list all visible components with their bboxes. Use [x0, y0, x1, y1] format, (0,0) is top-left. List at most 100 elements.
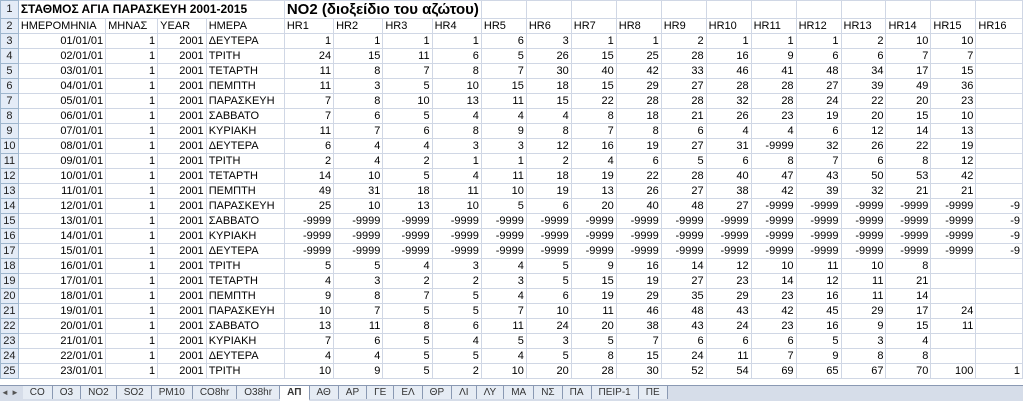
value-cell[interactable]: -9999 [885, 228, 932, 244]
value-cell[interactable]: 1 [105, 303, 159, 319]
value-cell[interactable]: 14 [660, 258, 707, 274]
value-cell[interactable]: 9 [480, 123, 527, 139]
value-cell[interactable]: 29 [840, 303, 887, 319]
value-cell[interactable]: 5 [525, 348, 572, 364]
value-cell[interactable]: 10 [930, 33, 977, 49]
value-cell[interactable]: 32 [840, 183, 887, 199]
value-cell[interactable]: 16 [795, 318, 842, 334]
value-cell[interactable]: 46 [705, 63, 752, 79]
value-cell[interactable]: 1 [705, 33, 752, 49]
value-cell[interactable]: 27 [660, 183, 707, 199]
value-cell[interactable]: 1 [105, 213, 159, 229]
value-cell[interactable]: 6 [660, 123, 707, 139]
value-cell[interactable]: 28 [705, 78, 752, 94]
cell[interactable] [615, 0, 662, 19]
value-cell[interactable]: 28 [615, 93, 662, 109]
value-cell[interactable]: 27 [705, 198, 752, 214]
value-cell[interactable]: 11 [283, 63, 335, 79]
value-cell[interactable]: 15 [333, 48, 384, 64]
value-cell[interactable]: 6 [750, 333, 797, 349]
value-cell[interactable]: 5 [382, 303, 433, 319]
value-cell[interactable]: 7 [570, 123, 617, 139]
value-cell[interactable]: 4 [333, 348, 384, 364]
value-cell[interactable]: 2001 [157, 183, 207, 199]
value-cell[interactable]: 7 [283, 333, 335, 349]
day-cell[interactable]: ΤΕΤΑΡΤΗ [205, 63, 285, 79]
value-cell[interactable]: 6 [283, 138, 335, 154]
value-cell[interactable]: 5 [480, 333, 527, 349]
column-header[interactable]: HR1 [283, 18, 335, 34]
value-cell[interactable]: 19 [615, 138, 662, 154]
value-cell[interactable]: -9999 [615, 243, 662, 259]
value-cell[interactable]: 1 [105, 183, 159, 199]
value-cell[interactable]: 10 [480, 363, 527, 379]
value-cell[interactable]: 20 [885, 93, 932, 109]
day-cell[interactable]: ΚΥΡΙΑΚΗ [205, 333, 285, 349]
value-cell[interactable]: 100 [930, 363, 977, 379]
value-cell[interactable]: 4 [283, 273, 335, 289]
cell[interactable] [705, 0, 752, 19]
value-cell[interactable]: 42 [750, 303, 797, 319]
value-cell[interactable]: 4 [750, 123, 797, 139]
value-cell[interactable]: 11 [480, 168, 527, 184]
value-cell[interactable]: 10 [885, 33, 932, 49]
value-cell[interactable]: 1 [105, 108, 159, 124]
value-cell[interactable]: 8 [885, 153, 932, 169]
value-cell[interactable]: 48 [660, 303, 707, 319]
value-cell[interactable]: 7 [795, 153, 842, 169]
value-cell[interactable]: 10 [283, 363, 335, 379]
value-cell[interactable]: 5 [480, 48, 527, 64]
value-cell[interactable]: 2 [283, 153, 335, 169]
value-cell[interactable] [975, 138, 1023, 154]
sheet-tab[interactable]: ΑΡ [338, 386, 368, 399]
value-cell[interactable] [975, 258, 1023, 274]
spreadsheet-grid[interactable]: 1 ΣΤΑΘΜΟΣ ΑΓΙΑ ΠΑΡΑΣΚΕΥΗ 2001-2015 NO2 (… [0, 0, 1023, 385]
value-cell[interactable]: 6 [525, 288, 572, 304]
value-cell[interactable]: 8 [885, 258, 932, 274]
value-cell[interactable]: 27 [660, 78, 707, 94]
value-cell[interactable] [975, 303, 1023, 319]
value-cell[interactable]: 6 [431, 318, 482, 334]
value-cell[interactable]: 28 [750, 93, 797, 109]
day-cell[interactable]: ΣΑΒΒΑΤΟ [205, 318, 285, 334]
value-cell[interactable]: 1 [795, 33, 842, 49]
value-cell[interactable]: -9999 [382, 213, 433, 229]
value-cell[interactable]: 12 [795, 273, 842, 289]
value-cell[interactable]: 32 [705, 93, 752, 109]
value-cell[interactable]: 1 [105, 258, 159, 274]
value-cell[interactable]: 6 [431, 48, 482, 64]
value-cell[interactable]: 2001 [157, 153, 207, 169]
value-cell[interactable]: 15 [615, 348, 662, 364]
pollutant-title[interactable]: NO2 (διοξείδιο του αζώτου) [283, 0, 482, 19]
value-cell[interactable]: 5 [382, 333, 433, 349]
value-cell[interactable]: 6 [705, 153, 752, 169]
value-cell[interactable]: 5 [382, 78, 433, 94]
day-cell[interactable]: ΔΕΥΤΕΡΑ [205, 33, 285, 49]
value-cell[interactable]: 4 [431, 333, 482, 349]
value-cell[interactable]: 4 [333, 138, 384, 154]
day-cell[interactable]: ΤΡΙΤΗ [205, 48, 285, 64]
value-cell[interactable]: 22 [570, 93, 617, 109]
sheet-tab[interactable]: ΑΠ [280, 386, 310, 401]
value-cell[interactable]: 28 [660, 48, 707, 64]
value-cell[interactable]: 28 [570, 363, 617, 379]
value-cell[interactable]: 11 [480, 93, 527, 109]
date-cell[interactable]: 15/01/01 [17, 243, 107, 259]
value-cell[interactable]: -9999 [885, 243, 932, 259]
date-cell[interactable]: 05/01/01 [17, 93, 107, 109]
value-cell[interactable]: 7 [382, 288, 433, 304]
value-cell[interactable]: -9999 [382, 228, 433, 244]
value-cell[interactable]: 11 [431, 183, 482, 199]
value-cell[interactable]: 6 [480, 33, 527, 49]
column-header[interactable]: HR13 [840, 18, 887, 34]
value-cell[interactable]: -9999 [570, 228, 617, 244]
value-cell[interactable]: -9999 [705, 228, 752, 244]
day-cell[interactable]: ΠΑΡΑΣΚΕΥΗ [205, 303, 285, 319]
date-cell[interactable]: 06/01/01 [17, 108, 107, 124]
day-cell[interactable]: ΚΥΡΙΑΚΗ [205, 123, 285, 139]
value-cell[interactable]: 6 [660, 333, 707, 349]
date-cell[interactable]: 01/01/01 [17, 33, 107, 49]
value-cell[interactable]: 7 [615, 333, 662, 349]
value-cell[interactable]: 11 [382, 48, 433, 64]
column-header[interactable]: HR6 [525, 18, 572, 34]
